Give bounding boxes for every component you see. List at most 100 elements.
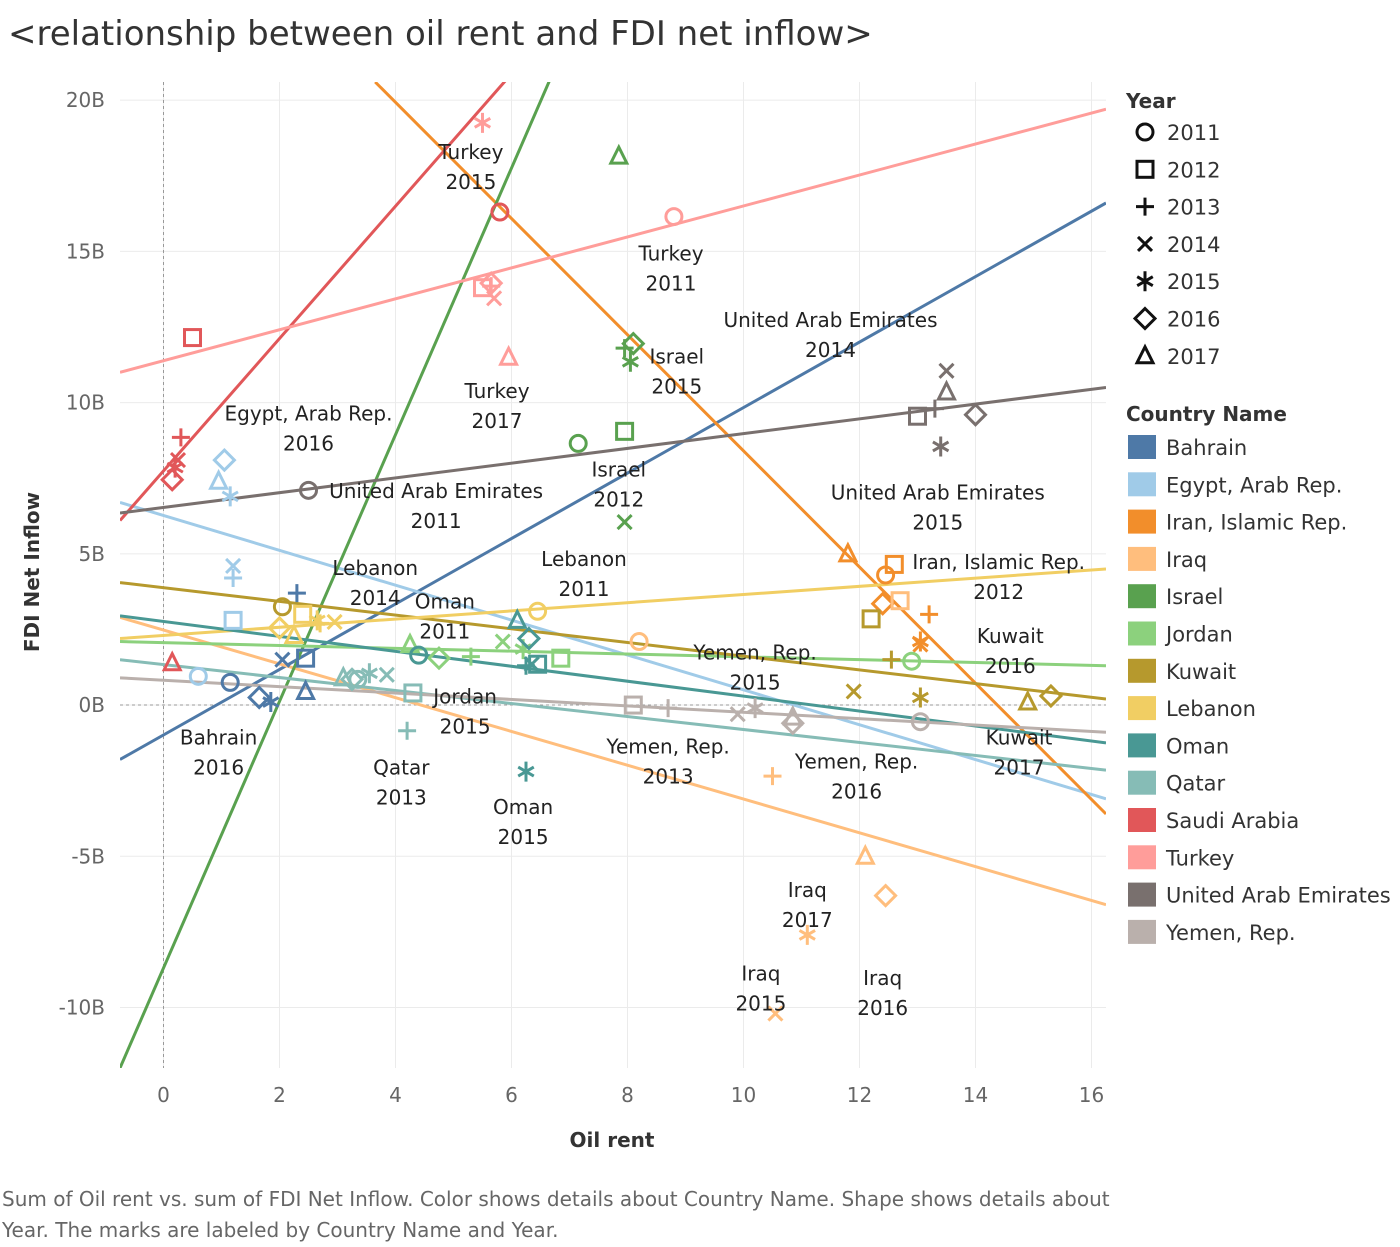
country-legend-item[interactable]: Bahrain <box>1128 435 1247 460</box>
legend-swatch <box>1128 509 1156 534</box>
mark-label: United Arab Emirates 2011 <box>329 479 543 533</box>
y-tick-label: 10B <box>66 391 105 415</box>
year-legend-title: Year <box>1125 89 1176 113</box>
country-legend-label: Bahrain <box>1166 436 1247 460</box>
country-legend-item[interactable]: Israel <box>1128 584 1223 609</box>
legend-swatch <box>1128 584 1156 609</box>
legend-swatch <box>1128 696 1156 721</box>
country-legend-label: Oman <box>1166 734 1229 758</box>
country-legend-item[interactable]: Lebanon <box>1128 696 1256 721</box>
country-legend-item[interactable]: Iraq <box>1128 546 1207 572</box>
data-point <box>870 591 895 616</box>
data-point <box>664 207 684 227</box>
mark-label: United Arab Emirates 2015 <box>831 480 1045 534</box>
data-point <box>225 557 242 574</box>
year-legend-item[interactable]: 2015 <box>1136 270 1220 294</box>
data-point <box>746 698 764 719</box>
country-legend-item[interactable]: Oman <box>1128 733 1229 758</box>
legend-shape <box>1136 197 1154 216</box>
data-point <box>798 924 816 945</box>
y-tick-label: 15B <box>66 239 105 263</box>
data-point <box>629 632 649 652</box>
data-point <box>517 761 535 782</box>
year-legend-item[interactable]: 2013 <box>1136 196 1220 220</box>
data-point <box>908 406 927 426</box>
year-legend-label: 2015 <box>1167 270 1220 294</box>
data-point <box>615 421 635 441</box>
zero-lines <box>120 82 1106 1068</box>
country-legend-label: Iran, Islamic Rep. <box>1166 511 1347 535</box>
data-point <box>293 604 313 624</box>
country-legend-item[interactable]: Jordan <box>1128 621 1233 647</box>
mark-label: Jordan 2015 <box>431 685 497 739</box>
data-point <box>528 654 548 674</box>
data-point <box>223 610 243 630</box>
data-point <box>837 541 859 563</box>
legend-swatch <box>1128 845 1156 870</box>
mark-label: Yemen, Rep. 2015 <box>692 641 816 695</box>
trend-line-lebanon <box>120 567 1106 641</box>
data-point <box>911 631 929 652</box>
year-legend-label: 2012 <box>1167 158 1220 182</box>
data-point <box>299 480 318 500</box>
mark-label: Israel 2012 <box>591 458 646 512</box>
chart-title: <relationship between oil rent and FDI n… <box>8 14 873 54</box>
data-point <box>161 650 183 672</box>
trend-lines <box>120 82 1106 1068</box>
country-legend-item[interactable]: Yemen, Rep. <box>1128 919 1296 945</box>
year-legend-label: 2017 <box>1167 345 1220 369</box>
data-point <box>729 706 746 723</box>
x-tick-label: 16 <box>1079 1083 1104 1107</box>
country-legend-item[interactable]: Qatar <box>1128 770 1226 796</box>
country-legend-label: Qatar <box>1166 772 1226 796</box>
chart-caption: Sum of Oil rent vs. sum of FDI Net Inflo… <box>2 1187 1110 1242</box>
country-legend-label: Yemen, Rep. <box>1165 921 1296 945</box>
country-legend-item[interactable]: Saudi Arabia <box>1128 808 1299 833</box>
x-tick-label: 10 <box>731 1083 756 1107</box>
country-legend-item[interactable]: United Arab Emirates <box>1128 882 1391 908</box>
x-axis-title: Oil rent <box>570 1128 655 1152</box>
data-point <box>247 685 272 710</box>
data-point <box>621 331 646 356</box>
x-tick-label: 0 <box>157 1083 170 1107</box>
legend-swatch <box>1128 733 1156 758</box>
year-legend-item[interactable]: 2016 <box>1132 306 1220 332</box>
data-point <box>659 699 678 718</box>
x-tick-label: 6 <box>505 1083 518 1107</box>
legend-swatch <box>1128 546 1156 571</box>
data-point <box>296 648 316 668</box>
grid <box>120 82 1106 1068</box>
trend-line-turkey <box>120 107 1106 374</box>
country-legend-item[interactable]: Kuwait <box>1128 658 1236 684</box>
mark-label: Iraq 2015 <box>735 961 786 1015</box>
mark-label: Oman 2011 <box>415 589 475 643</box>
year-legend: Year 2011 2012 2013 2014 2015 2016 2017 <box>1125 89 1220 369</box>
data-point <box>938 362 955 379</box>
year-legend-item[interactable]: 2017 <box>1134 343 1220 369</box>
year-legend-item[interactable]: 2014 <box>1136 233 1220 257</box>
country-legend-item[interactable]: Egypt, Arab Rep. <box>1128 472 1342 497</box>
mark-label: Turkey 2015 <box>437 140 503 194</box>
country-legend-label: Egypt, Arab Rep. <box>1166 473 1342 497</box>
country-legend-label: Jordan <box>1164 623 1233 647</box>
mark-label: Egypt, Arab Rep. 2016 <box>225 402 393 456</box>
year-legend-item[interactable]: 2012 <box>1135 158 1220 182</box>
trend-line-iraq <box>120 615 1106 907</box>
country-legend-item[interactable]: Turkey <box>1128 845 1234 870</box>
data-point <box>861 609 881 629</box>
data-point <box>516 626 542 651</box>
legend-swatch <box>1128 435 1156 459</box>
x-tick-label: 14 <box>963 1083 988 1107</box>
year-legend-item[interactable]: 2011 <box>1135 121 1220 145</box>
trend-line-saudi-arabia <box>120 82 507 522</box>
trend-line-egypt-arab-rep- <box>120 500 1106 801</box>
country-legend-item[interactable]: Iran, Islamic Rep. <box>1128 509 1347 535</box>
trend-line-israel <box>120 82 551 1068</box>
data-point <box>498 344 520 366</box>
data-point <box>528 601 548 621</box>
data-point <box>224 569 243 588</box>
legend-swatch <box>1128 808 1156 832</box>
mark-label: Kuwait 2017 <box>986 725 1053 779</box>
scatter-chart: Turkey 2015 Turkey 2011 United Arab Emirates… <box>20 82 1391 1152</box>
data-point <box>494 633 511 650</box>
